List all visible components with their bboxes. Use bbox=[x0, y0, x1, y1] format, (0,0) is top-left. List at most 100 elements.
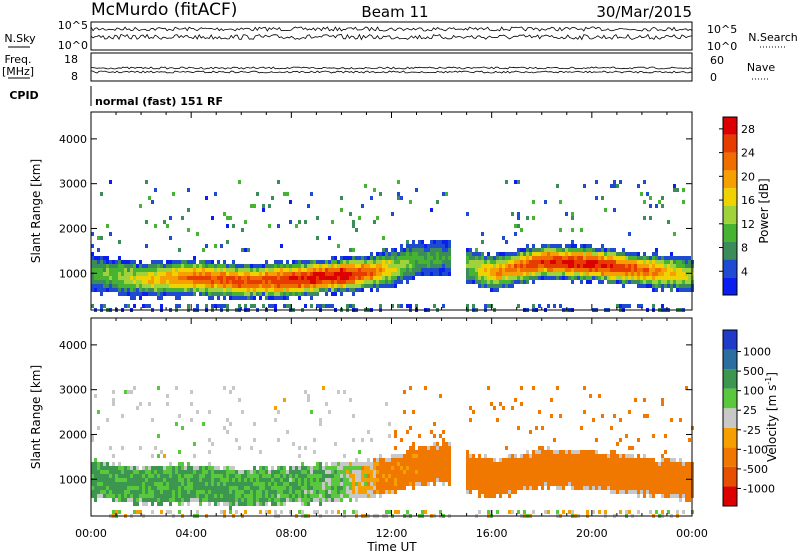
velocity-cell bbox=[595, 458, 598, 462]
velocity-cell bbox=[610, 462, 613, 466]
velocity-cell bbox=[610, 426, 613, 430]
velocity-cell bbox=[394, 458, 397, 462]
velocity-cell bbox=[157, 474, 160, 478]
velocity-cell bbox=[208, 450, 211, 454]
power-cell bbox=[175, 304, 178, 308]
velocity-cell bbox=[643, 454, 646, 458]
power-cell bbox=[277, 264, 280, 268]
velocity-cell bbox=[157, 494, 160, 498]
velocity-cell bbox=[409, 482, 412, 486]
velocity-cell bbox=[265, 498, 268, 502]
velocity-cell bbox=[235, 478, 238, 482]
velocity-cell bbox=[508, 454, 511, 458]
velocity-cell bbox=[298, 466, 301, 470]
velocity-cell bbox=[277, 470, 280, 474]
velocity-cell bbox=[550, 458, 553, 462]
velocity-cell bbox=[385, 510, 388, 514]
velocity-cell bbox=[163, 494, 166, 498]
velocity-cell bbox=[631, 486, 634, 490]
velocity-cell bbox=[676, 470, 679, 474]
velocity-cell bbox=[670, 418, 673, 422]
velocity-cell bbox=[184, 486, 187, 490]
velocity-cell bbox=[670, 458, 673, 462]
power-cell bbox=[424, 248, 427, 252]
velocity-cell bbox=[619, 482, 622, 486]
velocity-cell bbox=[160, 450, 163, 454]
power-cell bbox=[532, 248, 535, 252]
power-cell bbox=[142, 280, 145, 284]
power-cell bbox=[568, 256, 571, 260]
velocity-cell bbox=[376, 490, 379, 494]
power-cell bbox=[655, 284, 658, 288]
velocity-cell bbox=[481, 490, 484, 494]
power-cell bbox=[349, 276, 352, 280]
power-cell bbox=[196, 288, 199, 292]
power-cell bbox=[505, 284, 508, 288]
power-cell bbox=[613, 208, 616, 212]
power-cell bbox=[163, 292, 166, 296]
velocity-cell bbox=[358, 490, 361, 494]
power-cell bbox=[580, 264, 583, 268]
power-cell bbox=[106, 276, 109, 280]
velocity-cell bbox=[661, 474, 664, 478]
velocity-cell bbox=[217, 502, 220, 506]
velocity-cell bbox=[562, 478, 565, 482]
velocity-cell bbox=[433, 474, 436, 478]
velocity-cell bbox=[226, 418, 229, 422]
velocity-cell bbox=[679, 486, 682, 490]
velocity-cell bbox=[187, 494, 190, 498]
velocity-cell bbox=[361, 490, 364, 494]
velocity-cell bbox=[418, 450, 421, 454]
power-cell bbox=[598, 252, 601, 256]
velocity-cell bbox=[193, 466, 196, 470]
power-cell bbox=[142, 284, 145, 288]
velocity-cell bbox=[298, 478, 301, 482]
velocity-cell bbox=[649, 482, 652, 486]
power-cell bbox=[538, 264, 541, 268]
velocity-cell bbox=[160, 502, 163, 506]
velocity-cell bbox=[478, 466, 481, 470]
power-cell bbox=[247, 268, 250, 272]
velocity-cell bbox=[688, 462, 691, 466]
power-cell bbox=[472, 276, 475, 280]
velocity-cell bbox=[607, 458, 610, 462]
velocity-cell bbox=[571, 454, 574, 458]
velocity-colorbar-swatch bbox=[723, 388, 737, 409]
power-cell bbox=[376, 264, 379, 268]
velocity-cell bbox=[523, 466, 526, 470]
power-cell bbox=[235, 268, 238, 272]
velocity-cell bbox=[577, 482, 580, 486]
velocity-cell bbox=[637, 466, 640, 470]
power-cell bbox=[601, 252, 604, 256]
power-cell bbox=[361, 284, 364, 288]
power-cell bbox=[655, 256, 658, 260]
velocity-cell bbox=[223, 502, 226, 506]
velocity-cell bbox=[250, 478, 253, 482]
power-cell bbox=[340, 208, 343, 212]
velocity-cell bbox=[415, 478, 418, 482]
velocity-cell bbox=[484, 494, 487, 498]
velocity-cell bbox=[580, 426, 583, 430]
velocity-cell bbox=[646, 414, 649, 418]
power-cell bbox=[247, 280, 250, 284]
power-cell bbox=[106, 272, 109, 276]
velocity-cell bbox=[148, 490, 151, 494]
power-cell bbox=[670, 284, 673, 288]
velocity-cell bbox=[538, 454, 541, 458]
velocity-cell bbox=[673, 462, 676, 466]
velocity-cell bbox=[163, 478, 166, 482]
power-cell bbox=[349, 272, 352, 276]
velocity-cell bbox=[493, 406, 496, 410]
velocity-cell bbox=[508, 462, 511, 466]
velocity-cell bbox=[493, 486, 496, 490]
velocity-cell bbox=[613, 462, 616, 466]
power-cell bbox=[265, 264, 268, 268]
power-cell bbox=[679, 264, 682, 268]
velocity-cell bbox=[100, 486, 103, 490]
power-cell bbox=[112, 276, 115, 280]
velocity-cell bbox=[130, 390, 133, 394]
power-cell bbox=[634, 260, 637, 264]
velocity-cell bbox=[559, 478, 562, 482]
velocity-cell bbox=[337, 470, 340, 474]
power-cell bbox=[217, 272, 220, 276]
